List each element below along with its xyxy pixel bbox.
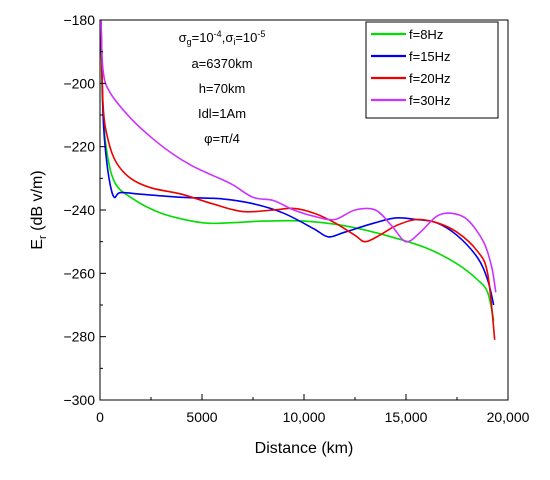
annotation-separator: ,: [222, 30, 226, 45]
annotation-current-moment: Idl=1Am: [198, 106, 246, 121]
y-axis-tick-labels: −180 −200 −220 −240 −260 −280 −300: [63, 12, 95, 408]
x-tick-label: 0: [96, 409, 104, 425]
sigma-g-subscript: g: [187, 37, 192, 47]
x-axis-tick-labels: 0 5000 10,000 15,000 20,000: [96, 409, 530, 425]
legend-label: f=8Hz: [409, 27, 443, 42]
y-axis-title-subscript: r: [37, 235, 49, 239]
x-tick-label: 20,000: [487, 409, 530, 425]
series-line-f-8hz: [100, 19, 495, 321]
plot-area: [99, 19, 509, 401]
legend-items: f=8Hz f=15Hz f=20Hz f=30Hz: [371, 27, 451, 108]
y-tick-label: −260: [63, 265, 95, 281]
sigma-g-value: =10: [192, 30, 214, 45]
y-tick-label: −240: [63, 202, 95, 218]
y-tick-label: −280: [63, 329, 95, 345]
y-axis-title-rest: (dB v/m): [29, 170, 46, 235]
legend-label: f=20Hz: [409, 71, 451, 86]
x-tick-label: 15,000: [385, 409, 428, 425]
y-tick-label: −180: [63, 12, 95, 28]
y-tick-label: −300: [63, 392, 95, 408]
legend: f=8Hz f=15Hz f=20Hz f=30Hz: [365, 21, 499, 119]
x-axis-title: Distance (km): [255, 440, 354, 457]
y-axis-title-main: E: [29, 239, 46, 250]
series-line-f-15hz: [100, 19, 495, 306]
annotation-sigma: σg=10-4,σi=10-5: [179, 29, 266, 47]
legend-label: f=15Hz: [409, 49, 451, 64]
x-tick-label: 10,000: [283, 409, 326, 425]
sigma-i-subscript: i: [233, 37, 235, 47]
sigma-i-value: =10: [235, 30, 257, 45]
annotation-block: σg=10-4,σi=10-5 a=6370km h=70km Idl=1Am …: [179, 29, 266, 146]
annotation-radius: a=6370km: [191, 56, 252, 71]
y-tick-label: −220: [63, 139, 95, 155]
series-line-f-30hz: [100, 19, 497, 293]
y-axis-title: Er (dB v/m): [29, 170, 49, 249]
y-tick-label: −200: [63, 75, 95, 91]
sigma-i-symbol: σ: [225, 30, 233, 45]
legend-label: f=30Hz: [409, 93, 451, 108]
annotation-angle: φ=π/4: [204, 131, 240, 146]
sigma-i-exponent: -5: [257, 29, 265, 39]
sigma-g-symbol: σ: [179, 30, 187, 45]
series-line-f-20hz: [100, 19, 496, 340]
x-tick-label: 5000: [186, 409, 217, 425]
ticks-layer: [99, 19, 509, 401]
annotation-height: h=70km: [199, 81, 246, 96]
series-layer: [100, 19, 497, 340]
sigma-g-exponent: -4: [214, 29, 222, 39]
legend-frame: [365, 21, 499, 119]
